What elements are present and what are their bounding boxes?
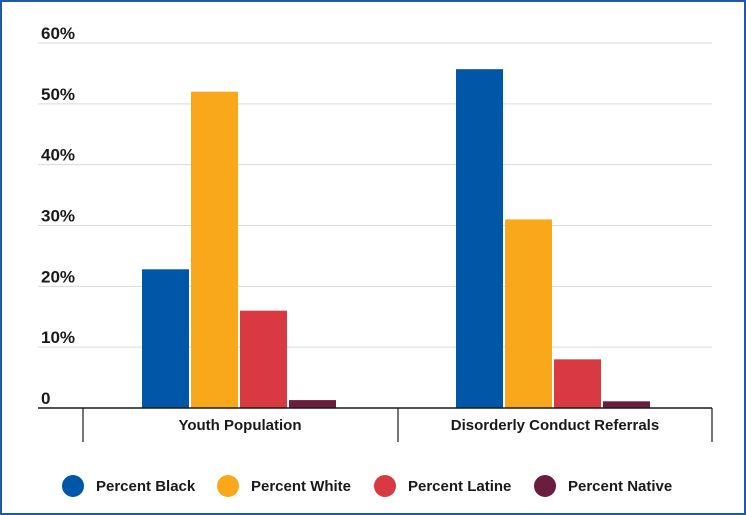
bar-percent-native-0 bbox=[289, 400, 336, 408]
legend-swatch bbox=[374, 475, 396, 497]
legend-label: Percent Native bbox=[568, 478, 672, 495]
x-axis bbox=[38, 407, 713, 442]
legend-label: Percent Black bbox=[96, 478, 196, 495]
y-axis-ticks: 0 10% 20% 30% 40% 50% 60% bbox=[41, 24, 75, 408]
y-tick-label: 20% bbox=[41, 267, 75, 286]
y-tick-label: 0 bbox=[41, 389, 50, 408]
legend-item-percent-native: Percent Native bbox=[534, 475, 672, 497]
bar-percent-black-1 bbox=[456, 69, 503, 409]
bars bbox=[142, 69, 650, 409]
category-label: Youth Population bbox=[178, 417, 301, 434]
y-tick-label: 30% bbox=[41, 207, 75, 226]
bar-percent-latine-1 bbox=[554, 359, 601, 408]
legend-swatch bbox=[217, 475, 239, 497]
bar-percent-white-1 bbox=[505, 219, 552, 408]
grid-lines bbox=[38, 42, 712, 348]
legend-swatch bbox=[534, 475, 556, 497]
bar-percent-latine-0 bbox=[240, 310, 287, 408]
bar-percent-native-1 bbox=[603, 401, 650, 408]
legend-label: Percent Latine bbox=[408, 478, 511, 495]
y-tick-label: 10% bbox=[41, 328, 75, 347]
category-label: Disorderly Conduct Referrals bbox=[451, 417, 659, 434]
y-tick-label: 60% bbox=[41, 24, 75, 43]
legend-item-percent-white: Percent White bbox=[217, 475, 351, 497]
bar-percent-white-0 bbox=[191, 91, 238, 409]
legend-label: Percent White bbox=[251, 478, 351, 495]
bar-percent-black-0 bbox=[142, 269, 189, 408]
y-tick-label: 40% bbox=[41, 146, 75, 165]
legend-item-percent-latine: Percent Latine bbox=[374, 475, 511, 497]
category-labels: Youth Population Disorderly Conduct Refer… bbox=[178, 417, 659, 434]
legend: Percent Black Percent White Percent Latine… bbox=[62, 475, 672, 497]
legend-item-percent-black: Percent Black bbox=[62, 475, 196, 497]
y-tick-label: 50% bbox=[41, 85, 75, 104]
legend-swatch bbox=[62, 475, 84, 497]
